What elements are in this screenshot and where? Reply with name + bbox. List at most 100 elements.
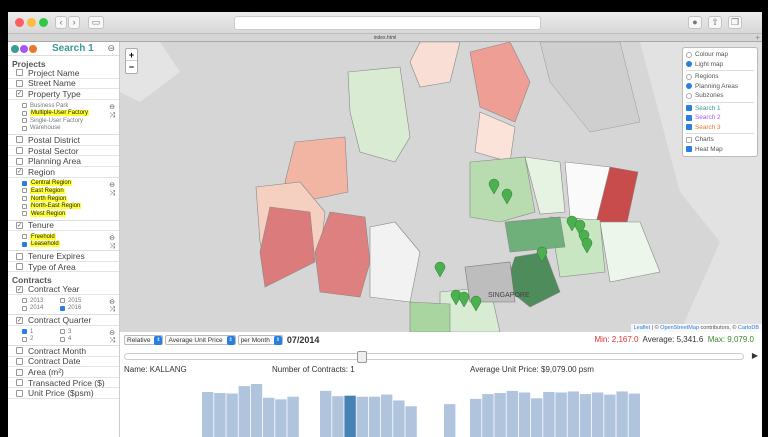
checkbox[interactable] — [22, 196, 27, 202]
month-bar[interactable] — [592, 392, 604, 437]
month-bar[interactable] — [531, 398, 543, 437]
zoom-in-button[interactable]: + — [126, 49, 137, 61]
month-bar[interactable] — [393, 400, 405, 437]
option-item[interactable]: Leasehold — [22, 241, 119, 249]
checkbox[interactable] — [60, 336, 65, 342]
planning-area[interactable] — [369, 221, 421, 303]
month-bar[interactable] — [628, 393, 640, 437]
shuffle-icon[interactable]: ⤨ — [109, 336, 115, 344]
checkbox[interactable] — [16, 389, 23, 397]
filter-item[interactable]: Planning Area — [8, 156, 119, 167]
filter-item[interactable]: Tenure Expires — [8, 251, 119, 262]
option-item[interactable]: Business Park — [22, 102, 119, 110]
checkbox[interactable] — [686, 114, 692, 121]
checkbox[interactable]: ✓ — [16, 168, 23, 176]
checkbox[interactable] — [22, 118, 27, 124]
checkbox[interactable] — [22, 103, 27, 109]
option-item[interactable]: 2014 — [22, 305, 60, 313]
maximize-window-button[interactable] — [39, 18, 48, 27]
map-canvas[interactable]: SINGAPORE — [120, 42, 762, 332]
checkbox[interactable] — [686, 105, 692, 112]
map-marker[interactable] — [458, 291, 470, 308]
carto-link[interactable]: CartoDB — [737, 325, 759, 331]
checkbox[interactable] — [16, 136, 23, 144]
select-all-icon[interactable]: ⊖ — [109, 181, 115, 189]
leaflet-link[interactable]: Leaflet — [633, 325, 651, 331]
checkbox[interactable] — [16, 79, 23, 87]
month-bar[interactable] — [616, 391, 628, 437]
checkbox[interactable] — [686, 124, 692, 131]
checkbox[interactable] — [16, 379, 23, 387]
search-color-2-button[interactable] — [20, 44, 28, 53]
month-bar[interactable] — [405, 406, 417, 437]
share-icon[interactable]: ⇧ — [708, 16, 722, 29]
month-bar[interactable] — [482, 394, 494, 437]
month-bar[interactable] — [555, 392, 567, 437]
checkbox[interactable] — [22, 241, 27, 247]
filter-item[interactable]: ✓ Property Type — [8, 89, 119, 100]
month-bar[interactable] — [567, 391, 579, 437]
checkbox[interactable] — [22, 234, 27, 240]
option-item[interactable]: Central Region — [22, 180, 119, 188]
map-marker[interactable] — [434, 261, 446, 278]
remove-search-icon[interactable]: ⊖ — [107, 43, 115, 53]
shuffle-icon[interactable]: ⤨ — [109, 189, 115, 197]
month-bar[interactable] — [444, 404, 456, 437]
filter-item[interactable]: Postal District — [8, 135, 119, 146]
map-marker[interactable] — [574, 219, 586, 236]
period-select[interactable]: per Month ⇕ — [237, 335, 283, 345]
month-bar[interactable] — [356, 396, 368, 437]
minimize-window-button[interactable] — [27, 18, 36, 27]
checkbox[interactable]: ✓ — [16, 90, 23, 98]
checkbox[interactable] — [16, 347, 23, 355]
month-bar[interactable] — [263, 397, 275, 437]
month-bar[interactable] — [543, 391, 555, 437]
filter-item[interactable]: Contract Month — [8, 346, 119, 357]
forward-icon[interactable]: › — [68, 16, 80, 29]
option-item[interactable]: 2 — [22, 335, 60, 343]
month-bar[interactable] — [226, 393, 238, 437]
filter-item[interactable]: Contract Date — [8, 356, 119, 368]
layer-option[interactable]: Regions — [686, 72, 754, 82]
checkbox[interactable] — [22, 188, 27, 194]
filter-item[interactable]: ✓ Contract Quarter — [8, 315, 119, 326]
month-bar[interactable] — [332, 396, 344, 437]
map-marker[interactable] — [488, 178, 500, 195]
layer-option[interactable]: Search 2 — [686, 113, 754, 123]
mode-select[interactable]: Relative ⇕ — [124, 335, 164, 345]
checkbox[interactable] — [22, 329, 27, 335]
month-bar[interactable] — [250, 384, 263, 437]
checkbox[interactable] — [16, 357, 23, 365]
planning-area[interactable] — [549, 216, 606, 278]
option-item[interactable]: East Region — [22, 187, 119, 195]
planning-area[interactable] — [464, 261, 516, 303]
planning-area[interactable] — [469, 156, 536, 223]
select-all-icon[interactable]: ⊖ — [109, 299, 115, 307]
osm-link[interactable]: OpenStreetMap — [660, 325, 699, 331]
checkbox[interactable] — [60, 329, 65, 335]
planning-area[interactable] — [599, 221, 661, 283]
filter-item[interactable]: ✓ Tenure — [8, 220, 119, 232]
play-icon[interactable]: ▶ — [751, 351, 758, 360]
planning-area[interactable] — [259, 206, 316, 288]
filter-item[interactable]: Unit Price ($psm) — [8, 388, 119, 399]
month-bar[interactable] — [214, 393, 226, 437]
layer-option[interactable]: Search 1 — [686, 104, 754, 114]
search-color-1-button[interactable] — [11, 44, 19, 53]
radio[interactable] — [686, 83, 692, 90]
filter-item[interactable]: Area (m²) — [8, 367, 119, 378]
option-item[interactable]: 2016 — [60, 305, 98, 313]
radio[interactable] — [686, 92, 692, 99]
checkbox[interactable] — [22, 125, 27, 131]
month-bar[interactable] — [494, 393, 506, 437]
planning-area[interactable] — [347, 66, 411, 163]
checkbox[interactable] — [686, 136, 692, 143]
measure-select[interactable]: Average Unit Price ⇕ — [165, 335, 236, 345]
option-item[interactable]: 4 — [60, 335, 98, 343]
radio[interactable] — [686, 51, 692, 58]
month-bar[interactable] — [381, 394, 393, 437]
tab-title[interactable]: index.html — [373, 35, 397, 41]
option-item[interactable]: Single-User Factory — [22, 117, 119, 125]
select-all-icon[interactable]: ⊖ — [109, 329, 115, 337]
month-bar[interactable] — [344, 395, 356, 437]
